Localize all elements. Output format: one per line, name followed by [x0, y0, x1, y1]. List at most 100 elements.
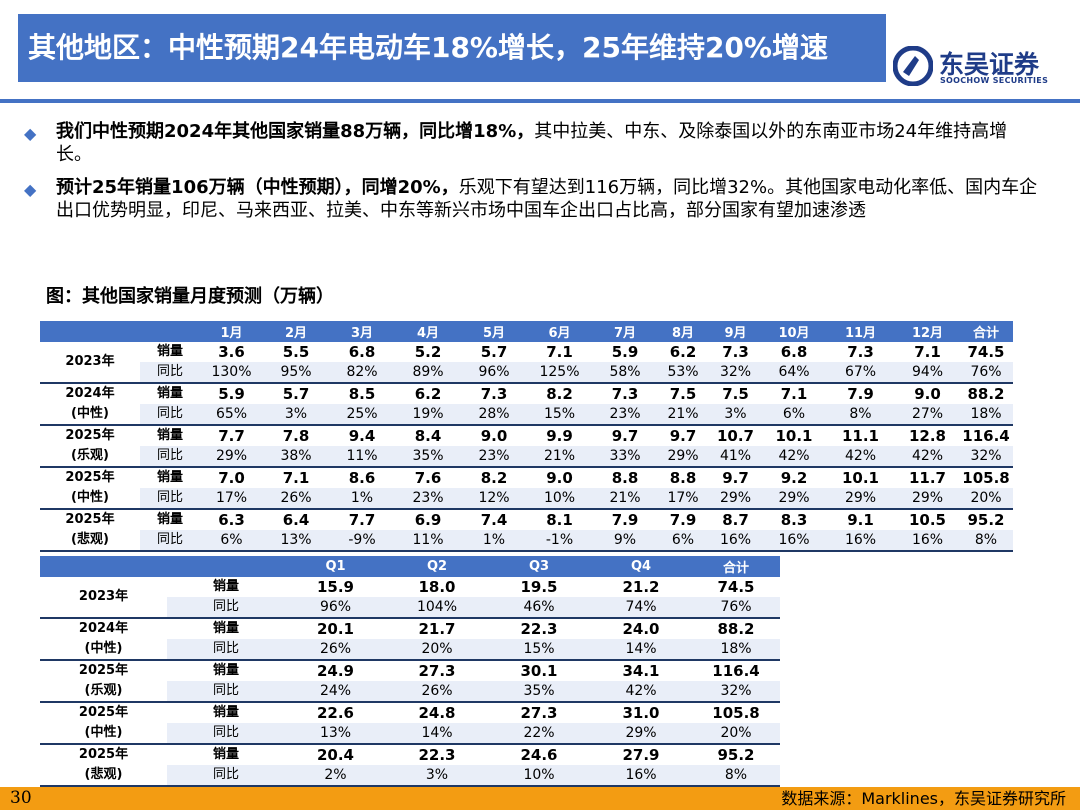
logo-name-en: SOOCHOW SECURITIES: [940, 76, 1049, 85]
column-header: 合计: [959, 321, 1013, 342]
metric-label: 同比: [167, 639, 285, 661]
year-label-line: (中性): [84, 725, 123, 740]
yoy-value: 16%: [590, 765, 692, 787]
sales-value: 10.7: [716, 427, 754, 445]
yoy-value: 26%: [263, 488, 329, 510]
sales-value: 7.1: [780, 385, 808, 403]
yoy-value: 18%: [692, 639, 780, 661]
sales-value: 9.0: [480, 427, 508, 445]
year-label: 2024年 (中性): [40, 618, 167, 661]
year-label-line: 2025年: [65, 470, 115, 485]
yoy-value: 33%: [592, 446, 658, 468]
year-label-line: (乐观): [84, 683, 123, 698]
monthly-header-row: 1月 2月 3月 4月 5月 6月 7月 8月 9月 10月 11月 12月 合计: [40, 321, 1013, 342]
bullet-item: ◆ 我们中性预期2024年其他国家销量88万辆，同比增18%，其中拉美、中东、及…: [22, 120, 1042, 166]
yoy-value: 125%: [527, 362, 592, 384]
yoy-value: 12%: [461, 488, 527, 510]
metric-label: 同比: [140, 362, 200, 384]
yoy-value: 42%: [763, 446, 825, 468]
column-header: Q4: [590, 556, 692, 577]
sales-value: 6.2: [414, 385, 442, 403]
yoy-value: 76%: [959, 362, 1013, 384]
sales-value: 8.7: [722, 511, 749, 529]
yoy-value: 3%: [386, 765, 488, 787]
sales-value: 20.4: [316, 746, 354, 764]
yoy-value: 76%: [692, 597, 780, 619]
sales-value: 74.5: [717, 578, 755, 596]
bullet-list: ◆ 我们中性预期2024年其他国家销量88万辆，同比增18%，其中拉美、中东、及…: [22, 120, 1042, 232]
sales-row: 2025年 (乐观) 销量 24.9 27.3 30.1 34.1 116.4: [40, 660, 780, 703]
sales-row: 2025年 (悲观) 销量 6.3 6.4 7.7 6.9 7.4 8.1 7.9 7.9 8.7 8.…: [40, 509, 1013, 552]
yoy-value: 15%: [488, 639, 590, 661]
year-label-line: (中性): [84, 641, 123, 656]
column-header: 2月: [263, 321, 329, 342]
metric-label: 销量: [212, 747, 239, 762]
yoy-value: 53%: [658, 362, 708, 384]
bullet-text: 乐观下有望达到116万辆，同比增32%。其他国家电动化率低、国内车企出口优势明显…: [56, 177, 1038, 221]
column-header: 10月: [763, 321, 825, 342]
year-label-line: 2025年: [65, 428, 115, 443]
column-header: Q2: [386, 556, 488, 577]
sales-value: 8.8: [669, 469, 697, 487]
yoy-value: 32%: [692, 681, 780, 703]
yoy-row: 同比 29% 38% 11% 35% 23% 21% 33% 29% 41% 42% 42% 42% 32…: [40, 446, 1013, 468]
yoy-value: 42%: [896, 446, 959, 468]
sales-value: 30.1: [520, 662, 558, 680]
yoy-value: 23%: [461, 446, 527, 468]
sales-value: 8.1: [546, 511, 573, 529]
yoy-value: 16%: [896, 530, 959, 552]
sales-value: 5.5: [282, 343, 310, 361]
sales-value: 6.9: [414, 511, 442, 529]
sales-value: 6.2: [669, 343, 697, 361]
yoy-value: 41%: [708, 446, 763, 468]
yoy-value: 42%: [590, 681, 692, 703]
column-header: 11月: [825, 321, 896, 342]
sales-value: 9.0: [914, 385, 941, 403]
sales-value: 31.0: [622, 704, 660, 722]
column-header: [140, 321, 200, 342]
metric-label: 销量: [156, 344, 183, 359]
yoy-value: 9%: [592, 530, 658, 552]
yoy-value: 23%: [395, 488, 461, 510]
yoy-value: 94%: [896, 362, 959, 384]
sales-value: 116.4: [712, 662, 760, 680]
column-header: 9月: [708, 321, 763, 342]
sales-value: 9.4: [348, 427, 376, 445]
column-header: Q1: [285, 556, 386, 577]
page-number: 30: [10, 788, 32, 808]
sales-value: 7.3: [611, 385, 639, 403]
yoy-value: 89%: [395, 362, 461, 384]
yoy-value: 27%: [896, 404, 959, 426]
yoy-value: 29%: [708, 488, 763, 510]
sales-value: 9.7: [669, 427, 697, 445]
yoy-value: 46%: [488, 597, 590, 619]
sales-value: 19.5: [520, 578, 558, 596]
bullet-text: 其中拉美、中东、及除泰国以外的东南亚市场24年维持高增长。: [56, 121, 1008, 165]
sales-value: 9.9: [546, 427, 573, 445]
yoy-value: 1%: [461, 530, 527, 552]
year-label-line: (中性): [71, 406, 109, 421]
sales-value: 11.1: [841, 427, 879, 445]
figure-caption: 图：其他国家销量月度预测（万辆）: [46, 286, 334, 307]
year-label-line: (中性): [71, 490, 109, 505]
year-label: 2025年 (中性): [40, 702, 167, 745]
sales-value: 95.2: [717, 746, 755, 764]
page-title: 其他地区：中性预期24年电动车18%增长，25年维持20%增速: [28, 31, 828, 64]
bullet-item: ◆ 预计25年销量106万辆（中性预期），同增20%，乐观下有望达到116万辆，…: [22, 176, 1042, 222]
sales-value: 34.1: [622, 662, 660, 680]
metric-label: 销量: [212, 705, 239, 720]
sales-value: 11.7: [908, 469, 946, 487]
sales-value: 6.4: [282, 511, 310, 529]
metric-label: 同比: [167, 765, 285, 787]
sales-value: 7.7: [348, 511, 376, 529]
sales-value: 7.5: [722, 385, 749, 403]
metric-label: 销量: [212, 621, 239, 636]
yoy-value: 29%: [896, 488, 959, 510]
year-label-line: 2024年: [65, 386, 115, 401]
yoy-row: 同比 96% 104% 46% 74% 76%: [40, 597, 780, 619]
metric-label: 销量: [212, 663, 239, 678]
metric-label: 销量: [156, 470, 183, 485]
yoy-value: 20%: [386, 639, 488, 661]
logo-mark-icon: [893, 46, 933, 86]
sales-value: 24.8: [418, 704, 456, 722]
